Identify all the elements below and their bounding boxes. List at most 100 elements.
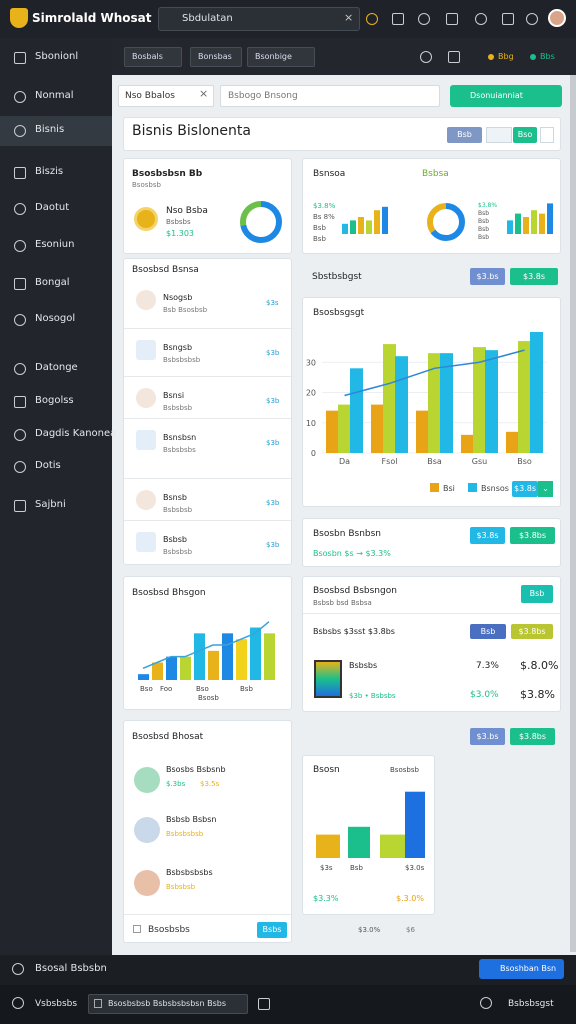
tab[interactable] — [190, 47, 242, 67]
row-button[interactable]: $3.bs — [470, 728, 505, 745]
divider — [124, 520, 291, 521]
sidebar-item[interactable]: Dotis — [35, 460, 61, 471]
sidebar-item[interactable]: Daotut — [35, 202, 70, 213]
list-value: $3b — [266, 541, 280, 549]
list-sub: Bsb Bsosbsb — [163, 306, 208, 314]
footer-icon — [133, 925, 141, 933]
icon — [502, 13, 514, 25]
row-button[interactable]: Bsb — [470, 624, 506, 639]
bar — [461, 434, 474, 453]
icon — [392, 13, 404, 25]
summary-label: Bsb — [313, 235, 326, 243]
x-tick-label: Fsol — [382, 457, 398, 466]
kpi-button[interactable]: $3.8s — [470, 527, 505, 544]
sidebar-item[interactable]: Sajbni — [35, 499, 66, 510]
list-value: $3b — [266, 439, 280, 447]
row-button[interactable]: $3.8bs — [510, 728, 555, 745]
row-button[interactable]: $3.8bs — [511, 624, 553, 639]
icon — [14, 91, 26, 103]
detail-button[interactable]: Bsb — [521, 585, 553, 603]
bar — [194, 633, 205, 680]
sidebar-item[interactable]: Bongal — [35, 277, 70, 288]
bar — [374, 210, 380, 234]
clear: × — [344, 11, 354, 24]
section-title: Sbstbsbgst — [312, 272, 362, 282]
bar — [485, 350, 498, 453]
card-subtitle: Bsosbsb — [132, 181, 161, 189]
list-sub: Bsbsbsbs — [163, 446, 196, 454]
divider — [124, 376, 291, 377]
card-button[interactable]: Bsbs — [257, 922, 287, 938]
bar — [547, 203, 553, 234]
card — [123, 576, 292, 710]
bar-chart — [316, 791, 425, 858]
chart-button[interactable]: $3.8s — [512, 481, 538, 497]
bar — [222, 633, 233, 680]
axis-label: Bso — [140, 685, 153, 693]
bar — [326, 410, 339, 453]
sidebar-item[interactable]: Datonge — [35, 362, 78, 373]
sidebar-item[interactable]: Esoniun — [35, 239, 75, 250]
list-sub: Bsbsbsbsb — [163, 356, 201, 364]
icon — [14, 363, 26, 375]
bar — [166, 656, 177, 680]
donut-segment — [427, 203, 465, 241]
sidebar-item[interactable]: Nonmal — [35, 90, 74, 101]
chart-button-toggle[interactable]: ⌄ — [538, 481, 553, 497]
tab[interactable] — [247, 47, 315, 67]
icon — [14, 125, 26, 137]
x-tick-label: Bsa — [427, 457, 442, 466]
list-sub: Bsbsbsb — [163, 506, 193, 514]
section-button[interactable]: $3.8s — [510, 268, 558, 285]
bar — [416, 410, 429, 453]
bottom-button[interactable] — [479, 959, 564, 979]
person-value: $3.5s — [200, 780, 220, 788]
axis-label: Bsb — [240, 685, 253, 693]
header-button[interactable]: Bsb — [447, 127, 482, 143]
sidebar-item[interactable]: Biszis — [35, 166, 64, 177]
legend-label: Bsnsos — [481, 484, 509, 493]
bar — [531, 210, 537, 234]
search-box[interactable] — [158, 7, 360, 31]
card — [302, 576, 561, 712]
filter-button[interactable] — [450, 85, 562, 107]
bar — [473, 347, 486, 453]
list-icon — [136, 532, 156, 552]
sidebar-item[interactable]: Bisnis — [35, 124, 65, 135]
header-button[interactable]: Bso — [513, 127, 537, 143]
tab[interactable] — [124, 47, 182, 67]
sidebar-item[interactable]: Nosogol — [35, 313, 76, 324]
list-name: Bsnsbsn — [163, 433, 197, 442]
bar — [518, 341, 531, 453]
kpi-button[interactable]: $3.8bs — [510, 527, 555, 544]
sidebar-item[interactable]: Dagdis Kanonea — [35, 428, 117, 439]
badge-dot — [488, 54, 494, 60]
sidebar-item[interactable]: Bogolss — [35, 395, 74, 406]
person-value: $.3bs — [166, 780, 186, 788]
icon — [14, 167, 26, 179]
legend-swatch — [430, 483, 439, 492]
y-tick-label: 20 — [306, 389, 316, 398]
donut — [427, 203, 465, 241]
filter-search[interactable] — [220, 85, 440, 107]
kpi-value: Bsosbn $s → $3.3% — [313, 549, 391, 558]
section-button[interactable]: $3.bs — [470, 268, 505, 285]
summary-label: $3.8% — [313, 202, 336, 210]
person-name: Bsosbs Bsbsnb — [166, 765, 226, 774]
list-value: $3b — [266, 397, 280, 405]
card-title: Bsosbsd Bhosat — [132, 732, 204, 742]
list-name: Bsnsb — [163, 493, 187, 502]
axis-label: $3s — [320, 864, 333, 872]
status-field-text: Bsosbsbsb Bsbsbsbsbsn Bsbs — [108, 999, 226, 1008]
bar-footer: $.3.0% — [396, 894, 424, 903]
summary-label: Bsb — [478, 218, 490, 225]
icon — [418, 13, 430, 25]
sidebar-item[interactable]: Sbonionl — [35, 51, 79, 62]
avatar[interactable] — [548, 9, 566, 27]
summary-bars — [507, 203, 553, 234]
icon — [14, 240, 26, 252]
trend-line — [142, 621, 270, 670]
card-badge: Bsbsa — [422, 169, 449, 179]
chart-footer: Bsosb — [198, 694, 219, 702]
card — [123, 258, 292, 565]
